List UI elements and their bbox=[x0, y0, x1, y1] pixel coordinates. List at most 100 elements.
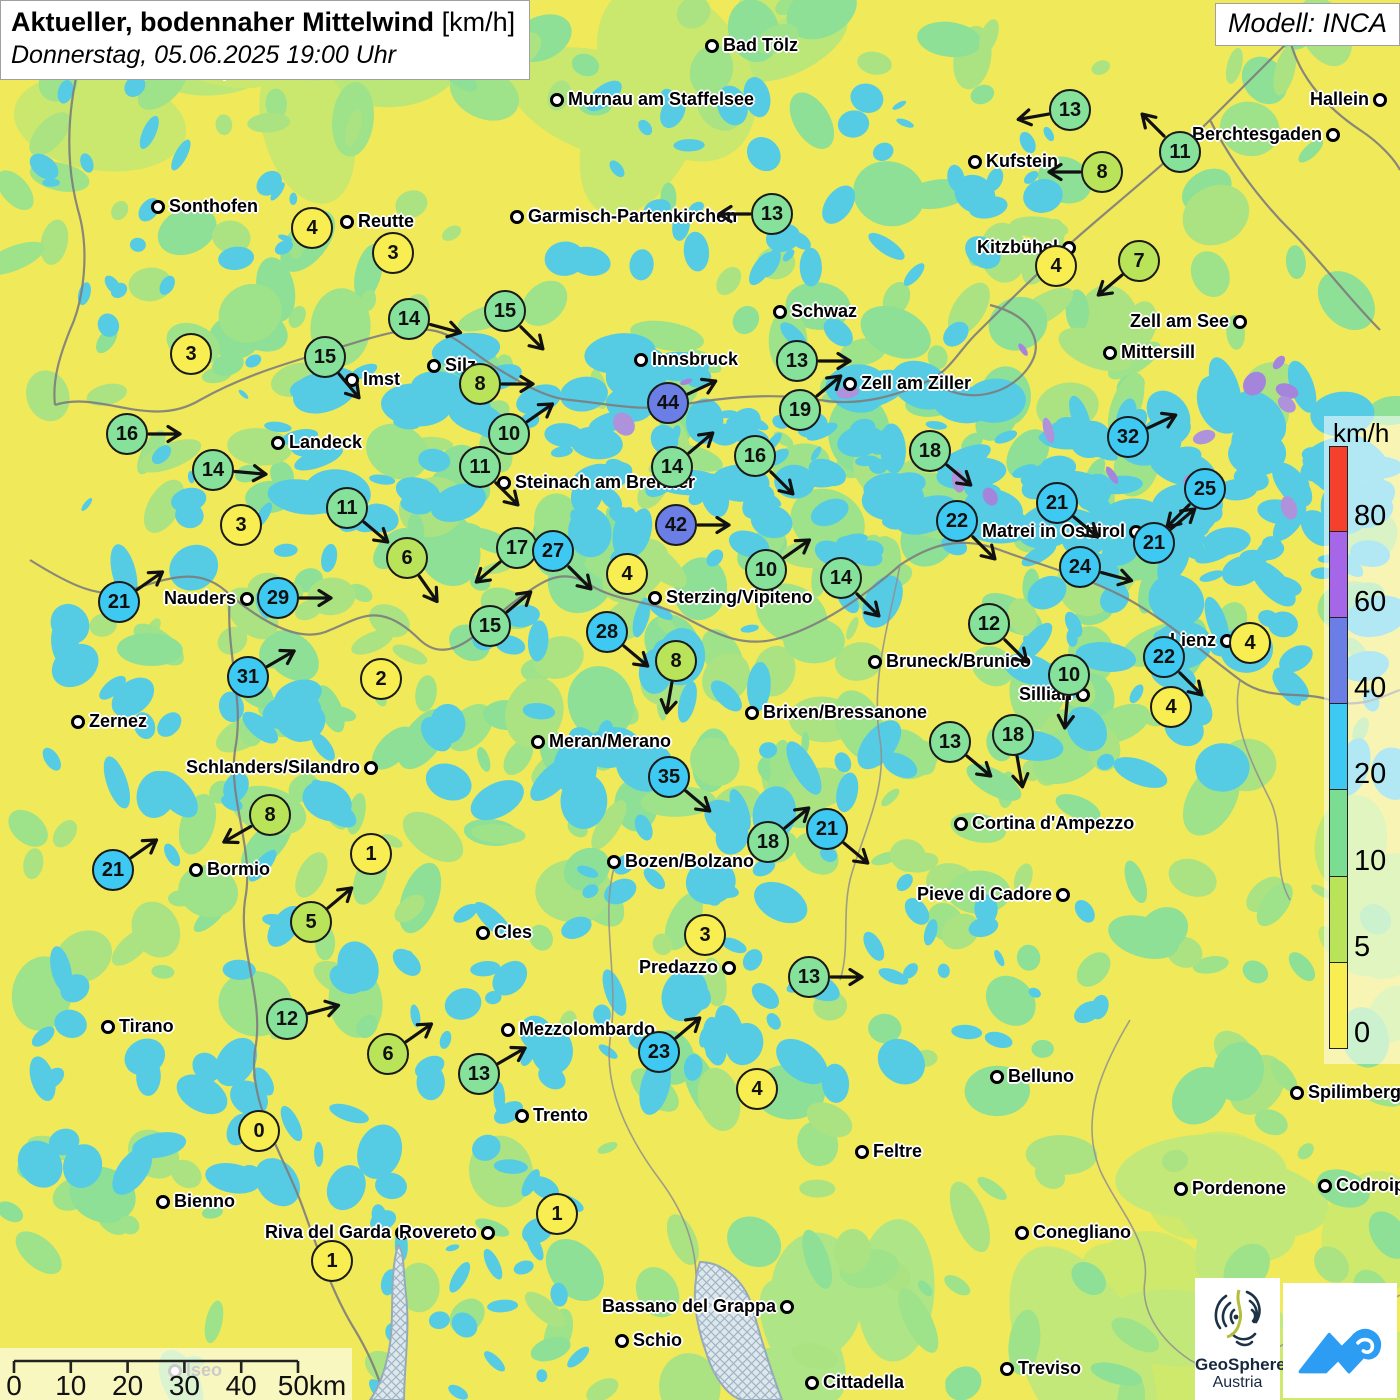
wind-direction-arrow-icon bbox=[677, 781, 722, 824]
wind-speed-station: 14 bbox=[820, 557, 862, 599]
scale-tick-label: 20 bbox=[112, 1370, 144, 1400]
wind-speed-station: 13 bbox=[776, 340, 818, 382]
wind-direction-arrow-icon bbox=[147, 422, 185, 446]
wind-direction-arrow-icon bbox=[1005, 753, 1035, 795]
wind-speed-station: 15 bbox=[484, 290, 526, 332]
city-dot-icon bbox=[515, 1109, 529, 1123]
wind-direction-arrow-icon bbox=[1065, 507, 1110, 550]
wind-direction-arrow-icon bbox=[329, 365, 372, 410]
city-label: Treviso bbox=[1018, 1358, 1082, 1379]
wind-speed-station: 13 bbox=[1049, 89, 1091, 131]
city-dot-icon bbox=[156, 1195, 170, 1209]
city-label: Bienno bbox=[174, 1191, 235, 1212]
wind-direction-arrow-icon bbox=[298, 586, 336, 610]
wind-speed-station: 42 bbox=[655, 504, 697, 546]
city-dot-icon bbox=[151, 200, 165, 214]
city-dot-icon bbox=[705, 39, 719, 53]
wind-speed-station: 13 bbox=[751, 193, 793, 235]
legend-segment bbox=[1329, 876, 1348, 963]
city-dot-icon bbox=[954, 817, 968, 831]
wind-speed-station: 8 bbox=[1081, 151, 1123, 193]
city-dot-icon bbox=[240, 592, 254, 606]
legend-tick-label: 0 bbox=[1354, 1017, 1371, 1049]
wind-direction-arrow-icon bbox=[518, 391, 563, 432]
title-unit: [km/h] bbox=[441, 7, 516, 37]
city-label: Codroipo bbox=[1336, 1175, 1400, 1196]
city-label: Sonthofen bbox=[169, 196, 258, 217]
wind-speed-station: 21 bbox=[1133, 522, 1175, 564]
wind-speed-station: 2 bbox=[360, 658, 402, 700]
wind-direction-arrow-icon bbox=[963, 527, 1007, 571]
wind-speed-station: 21 bbox=[806, 808, 848, 850]
wind-speed-station: 21 bbox=[92, 849, 134, 891]
city-label: Imst bbox=[363, 369, 401, 390]
city-label: Rovereto bbox=[398, 1222, 477, 1243]
city-label: Cortina d'Ampezzo bbox=[972, 813, 1135, 834]
legend-tick-label: 60 bbox=[1354, 586, 1387, 618]
city-dot-icon bbox=[1000, 1362, 1014, 1376]
city-dot-icon bbox=[364, 761, 378, 775]
geosphere-country: Austria bbox=[1212, 1374, 1263, 1391]
wind-direction-arrow-icon bbox=[303, 992, 346, 1025]
city-dot-icon bbox=[101, 1020, 115, 1034]
legend-segment bbox=[1329, 531, 1348, 618]
wind-speed-station: 3 bbox=[684, 914, 726, 956]
wind-direction-arrow-icon bbox=[615, 636, 660, 679]
wind-speed-station: 24 bbox=[1059, 546, 1101, 588]
city-label: Kitzbühel bbox=[977, 237, 1058, 258]
wind-speed-station: 35 bbox=[648, 756, 690, 798]
city-label: Zell am Ziller bbox=[861, 373, 972, 394]
wind-speed-station: 18 bbox=[992, 714, 1034, 756]
city-label: Riva del Garda bbox=[264, 1222, 391, 1243]
wind-direction-arrow-icon bbox=[680, 421, 725, 464]
wind-direction-arrow-icon bbox=[775, 527, 820, 568]
wind-speed-station: 16 bbox=[106, 413, 148, 455]
city-dot-icon bbox=[1318, 1179, 1332, 1193]
city-label: Zernez bbox=[89, 711, 148, 732]
wind-direction-arrow-icon bbox=[490, 1035, 535, 1075]
city-dot-icon bbox=[1373, 93, 1387, 107]
city-label: Pordenone bbox=[1192, 1178, 1287, 1199]
wind-direction-arrow-icon bbox=[1087, 265, 1132, 308]
wind-direction-arrow-icon bbox=[498, 580, 543, 623]
city-dot-icon bbox=[550, 93, 564, 107]
city-label: Cles bbox=[494, 922, 533, 943]
city-label: Predazzo bbox=[638, 957, 718, 978]
legend-unit-label: km/h bbox=[1333, 418, 1390, 448]
city-label: Mittersill bbox=[1121, 342, 1196, 363]
city-label: Kufstein bbox=[986, 151, 1058, 172]
legend-segment bbox=[1329, 446, 1348, 532]
wind-speed-station: 4 bbox=[1150, 686, 1192, 728]
city-label: Trento bbox=[533, 1105, 589, 1126]
wind-direction-arrow-icon bbox=[808, 364, 853, 407]
scale-tick-label: 10 bbox=[55, 1370, 87, 1400]
wind-speed-station: 19 bbox=[779, 389, 821, 431]
city-label: Murnau am Staffelsee bbox=[568, 89, 755, 110]
wind-speed-station: 11 bbox=[326, 487, 368, 529]
wind-speed-legend: km/h 80 60 40 20 10 5 0 bbox=[1324, 416, 1400, 1064]
city-label: Berchtesgaden bbox=[1191, 124, 1322, 145]
wind-speed-station: 4 bbox=[291, 207, 333, 249]
wind-direction-arrow-icon bbox=[1096, 561, 1139, 594]
city-label: Innsbruck bbox=[652, 349, 739, 370]
wind-direction-arrow-icon bbox=[122, 827, 167, 868]
wind-direction-arrow-icon bbox=[1044, 160, 1082, 184]
legend-segment bbox=[1329, 962, 1348, 1049]
wind-speed-station: 6 bbox=[367, 1033, 409, 1075]
legend-tick-label: 10 bbox=[1354, 845, 1387, 877]
city-dot-icon bbox=[722, 961, 736, 975]
city-label: Conegliano bbox=[1033, 1222, 1131, 1243]
wind-direction-arrow-icon bbox=[232, 460, 272, 487]
wind-speed-station: 0 bbox=[238, 1110, 280, 1152]
city-dot-icon bbox=[855, 1145, 869, 1159]
city-label: Garmisch-Partenkirchen bbox=[528, 206, 738, 227]
wind-direction-arrow-icon bbox=[465, 552, 510, 595]
wind-direction-arrow-icon bbox=[681, 368, 726, 406]
wind-speed-station: 1 bbox=[311, 1240, 353, 1282]
city-dot-icon bbox=[745, 706, 759, 720]
city-label: Landeck bbox=[289, 432, 363, 453]
wind-speed-station: 22 bbox=[1143, 636, 1185, 678]
city-dot-icon bbox=[607, 855, 621, 869]
legend-color-bar bbox=[1329, 416, 1348, 1064]
